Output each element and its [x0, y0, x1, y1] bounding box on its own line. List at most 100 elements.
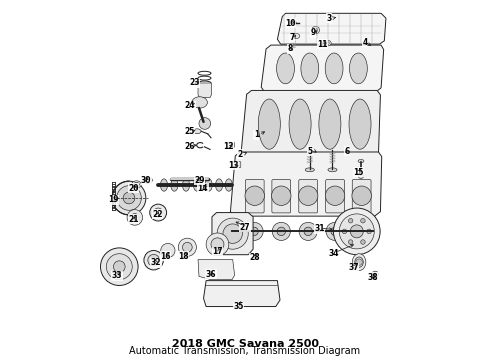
- Ellipse shape: [194, 179, 200, 191]
- Circle shape: [304, 227, 313, 235]
- Circle shape: [150, 204, 167, 221]
- Polygon shape: [203, 281, 280, 307]
- Text: 3: 3: [327, 14, 332, 23]
- Ellipse shape: [328, 168, 337, 172]
- Circle shape: [314, 28, 318, 32]
- Text: 12: 12: [223, 141, 234, 150]
- Text: 10: 10: [285, 18, 295, 28]
- Ellipse shape: [171, 179, 178, 191]
- Ellipse shape: [192, 97, 207, 108]
- Ellipse shape: [319, 99, 341, 149]
- Text: 34: 34: [329, 248, 340, 258]
- Ellipse shape: [143, 177, 152, 184]
- Text: 24: 24: [185, 101, 195, 110]
- Circle shape: [334, 208, 380, 255]
- Circle shape: [339, 214, 374, 249]
- Ellipse shape: [374, 273, 377, 276]
- Circle shape: [206, 233, 229, 256]
- Ellipse shape: [182, 179, 190, 191]
- Polygon shape: [198, 83, 211, 98]
- Text: 2018 GMC Savana 2500: 2018 GMC Savana 2500: [172, 339, 318, 349]
- Circle shape: [348, 240, 353, 244]
- Text: 4: 4: [362, 38, 368, 47]
- Circle shape: [271, 186, 291, 206]
- Text: 19: 19: [108, 195, 119, 204]
- Ellipse shape: [134, 183, 139, 186]
- Text: 29: 29: [195, 176, 205, 185]
- Circle shape: [277, 227, 286, 235]
- Circle shape: [298, 186, 318, 206]
- Circle shape: [356, 259, 362, 265]
- Text: 28: 28: [249, 253, 260, 262]
- Text: 26: 26: [185, 141, 195, 150]
- Polygon shape: [198, 260, 235, 280]
- Ellipse shape: [349, 53, 368, 84]
- Text: 31: 31: [314, 224, 325, 233]
- Circle shape: [250, 227, 258, 235]
- Circle shape: [342, 229, 347, 234]
- Circle shape: [358, 174, 364, 179]
- Text: 25: 25: [185, 127, 195, 136]
- Circle shape: [127, 210, 143, 225]
- Circle shape: [106, 254, 132, 280]
- Circle shape: [348, 219, 353, 223]
- FancyBboxPatch shape: [272, 180, 291, 213]
- FancyBboxPatch shape: [299, 180, 318, 213]
- Circle shape: [199, 118, 211, 129]
- Text: 9: 9: [311, 28, 316, 37]
- Text: 23: 23: [190, 78, 200, 87]
- Text: 30: 30: [141, 176, 151, 185]
- Text: 6: 6: [344, 147, 350, 156]
- Circle shape: [326, 222, 344, 240]
- FancyBboxPatch shape: [326, 180, 344, 213]
- Circle shape: [148, 255, 159, 266]
- Text: Automatic Transmission, Transmission Diagram: Automatic Transmission, Transmission Dia…: [129, 346, 361, 356]
- Ellipse shape: [352, 254, 366, 271]
- Ellipse shape: [276, 53, 294, 84]
- Ellipse shape: [258, 99, 280, 149]
- Polygon shape: [212, 212, 253, 255]
- Polygon shape: [261, 45, 384, 92]
- FancyBboxPatch shape: [352, 180, 371, 213]
- Circle shape: [245, 186, 265, 206]
- FancyBboxPatch shape: [245, 180, 264, 213]
- Text: 2: 2: [238, 150, 243, 159]
- Ellipse shape: [349, 99, 371, 149]
- Circle shape: [291, 21, 296, 26]
- Text: 36: 36: [206, 270, 216, 279]
- Ellipse shape: [289, 99, 311, 149]
- Circle shape: [245, 222, 263, 240]
- Ellipse shape: [372, 271, 378, 277]
- FancyBboxPatch shape: [227, 142, 234, 148]
- Text: 7: 7: [289, 33, 294, 42]
- Circle shape: [112, 181, 146, 215]
- Ellipse shape: [355, 257, 363, 267]
- Text: 32: 32: [150, 258, 161, 267]
- Polygon shape: [230, 152, 382, 216]
- Ellipse shape: [205, 179, 212, 191]
- Circle shape: [217, 218, 248, 249]
- Text: 15: 15: [353, 168, 364, 177]
- Circle shape: [100, 248, 138, 285]
- Ellipse shape: [325, 53, 343, 84]
- Text: 21: 21: [128, 215, 139, 224]
- Ellipse shape: [358, 159, 364, 163]
- Circle shape: [144, 251, 163, 270]
- Circle shape: [117, 186, 141, 210]
- Circle shape: [367, 229, 371, 234]
- Text: 13: 13: [228, 161, 239, 170]
- Ellipse shape: [293, 33, 300, 39]
- Circle shape: [154, 208, 163, 217]
- Circle shape: [182, 242, 192, 252]
- Text: 37: 37: [348, 263, 359, 272]
- Polygon shape: [241, 90, 380, 158]
- Text: 11: 11: [318, 40, 328, 49]
- Text: 22: 22: [152, 210, 163, 219]
- Ellipse shape: [132, 181, 141, 188]
- Ellipse shape: [323, 40, 331, 46]
- Circle shape: [223, 224, 243, 243]
- Circle shape: [123, 192, 135, 204]
- Ellipse shape: [325, 41, 329, 45]
- Ellipse shape: [160, 179, 168, 191]
- Ellipse shape: [193, 129, 201, 134]
